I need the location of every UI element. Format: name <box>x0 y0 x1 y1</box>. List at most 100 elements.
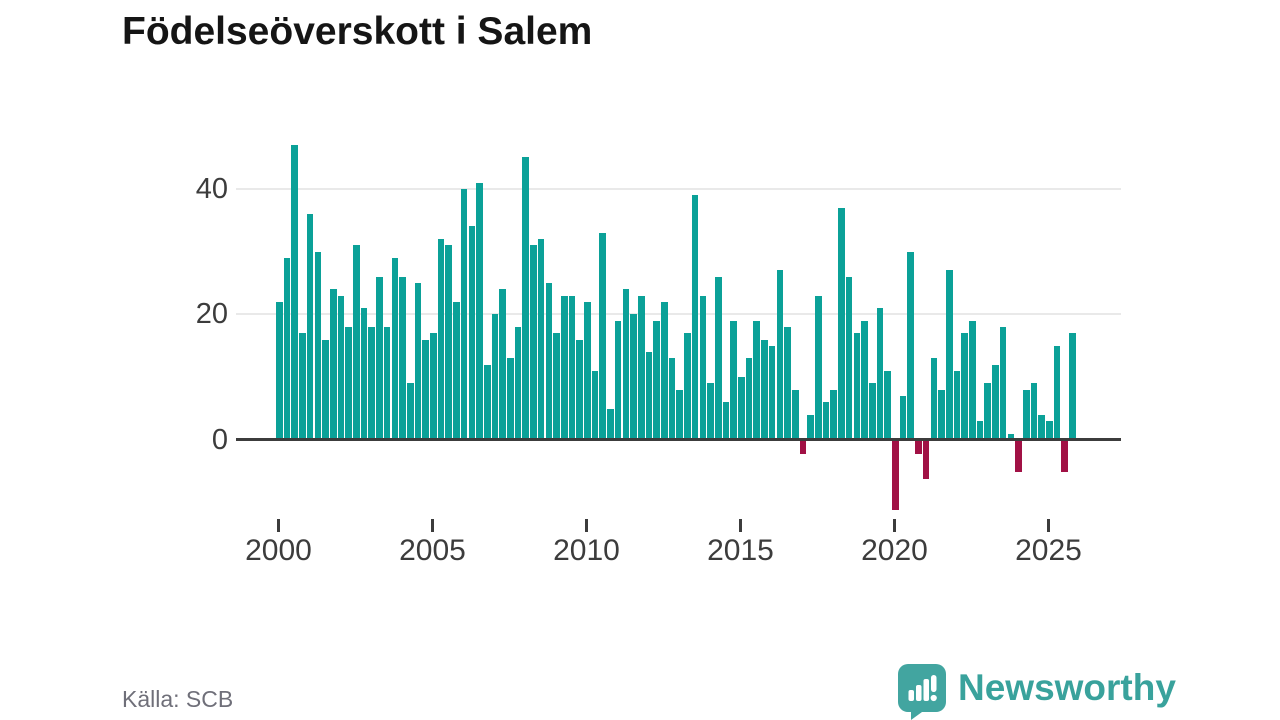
x-axis-tick <box>277 519 280 532</box>
bar <box>999 326 1007 441</box>
newsworthy-logo: Newsworthy <box>898 664 1176 720</box>
bar <box>414 283 422 441</box>
bar <box>768 345 776 441</box>
bar <box>899 396 907 441</box>
bar <box>345 326 352 441</box>
chart-title: Födelseöverskott i Salem <box>122 10 593 53</box>
bar <box>922 441 930 479</box>
bar <box>691 195 699 441</box>
bar <box>568 295 576 441</box>
bar <box>437 239 445 441</box>
bar <box>707 383 714 441</box>
bar <box>276 301 283 441</box>
bar <box>953 370 961 441</box>
x-axis-line <box>236 438 1121 441</box>
bar <box>915 441 922 454</box>
bar <box>776 270 784 441</box>
bar <box>530 245 537 441</box>
bar <box>753 320 761 441</box>
x-axis-tick-label: 2005 <box>399 534 466 567</box>
bar <box>722 402 730 441</box>
bar <box>599 232 607 441</box>
bar <box>1046 421 1053 441</box>
bar <box>730 320 737 441</box>
bar <box>399 276 406 441</box>
bar <box>1030 383 1038 441</box>
bar <box>930 358 938 441</box>
bar <box>822 402 830 441</box>
bar <box>653 320 660 441</box>
bar <box>645 352 653 441</box>
bar <box>522 157 530 441</box>
bar <box>514 326 522 441</box>
bar <box>976 421 984 441</box>
bar <box>368 326 376 441</box>
bar <box>684 333 691 441</box>
bar <box>314 251 322 441</box>
y-gridline <box>236 313 1121 316</box>
bar <box>1022 389 1030 441</box>
bar <box>738 377 745 441</box>
bar <box>299 333 306 441</box>
x-axis-tick-label: 2020 <box>861 534 928 567</box>
bar <box>406 383 414 441</box>
bar <box>491 314 499 441</box>
bar <box>845 276 853 441</box>
bar <box>876 308 884 441</box>
bar <box>306 213 314 441</box>
bar <box>430 333 437 441</box>
bar <box>560 295 568 441</box>
bar <box>815 295 822 441</box>
bar <box>453 301 460 441</box>
bar <box>668 358 676 441</box>
bar <box>892 441 899 511</box>
x-axis-tick <box>893 519 896 532</box>
bar <box>745 358 753 441</box>
bar <box>537 239 545 441</box>
bar <box>1007 433 1015 441</box>
y-axis-tick-label: 40 <box>195 172 228 205</box>
bar <box>1053 345 1061 441</box>
y-axis-tick-label: 20 <box>195 298 228 331</box>
bar <box>545 283 553 441</box>
x-axis-tick <box>585 519 588 532</box>
bar <box>630 314 637 441</box>
bar <box>661 301 668 441</box>
bar <box>607 408 614 441</box>
bar <box>483 364 491 441</box>
bar <box>337 295 345 441</box>
bar <box>591 370 599 441</box>
bar <box>969 320 976 441</box>
y-gridline <box>236 187 1121 190</box>
bar <box>637 295 645 441</box>
x-axis-tick <box>431 519 434 532</box>
bar <box>807 414 814 441</box>
bar <box>622 289 630 441</box>
bar <box>1069 333 1076 441</box>
bar <box>584 301 591 441</box>
bar <box>799 441 807 454</box>
bar <box>576 339 583 441</box>
bar <box>376 276 383 441</box>
x-axis-tick-label: 2010 <box>553 534 620 567</box>
y-axis-tick-label: 0 <box>211 424 228 456</box>
bar <box>468 226 476 441</box>
bar <box>1015 441 1022 473</box>
bar <box>961 333 968 441</box>
bar <box>614 320 622 441</box>
bar <box>291 144 299 441</box>
bar <box>938 389 945 441</box>
newsworthy-speech-bubble-chart-icon <box>898 664 946 720</box>
x-axis-tick <box>1047 519 1050 532</box>
bar <box>553 333 560 441</box>
bar <box>422 339 429 441</box>
x-axis-tick-label: 2025 <box>1015 534 1082 567</box>
x-axis-tick <box>739 519 742 532</box>
bar <box>784 326 791 441</box>
bar <box>383 326 391 441</box>
bar <box>1038 414 1045 441</box>
bar <box>360 308 368 441</box>
bar <box>761 339 768 441</box>
